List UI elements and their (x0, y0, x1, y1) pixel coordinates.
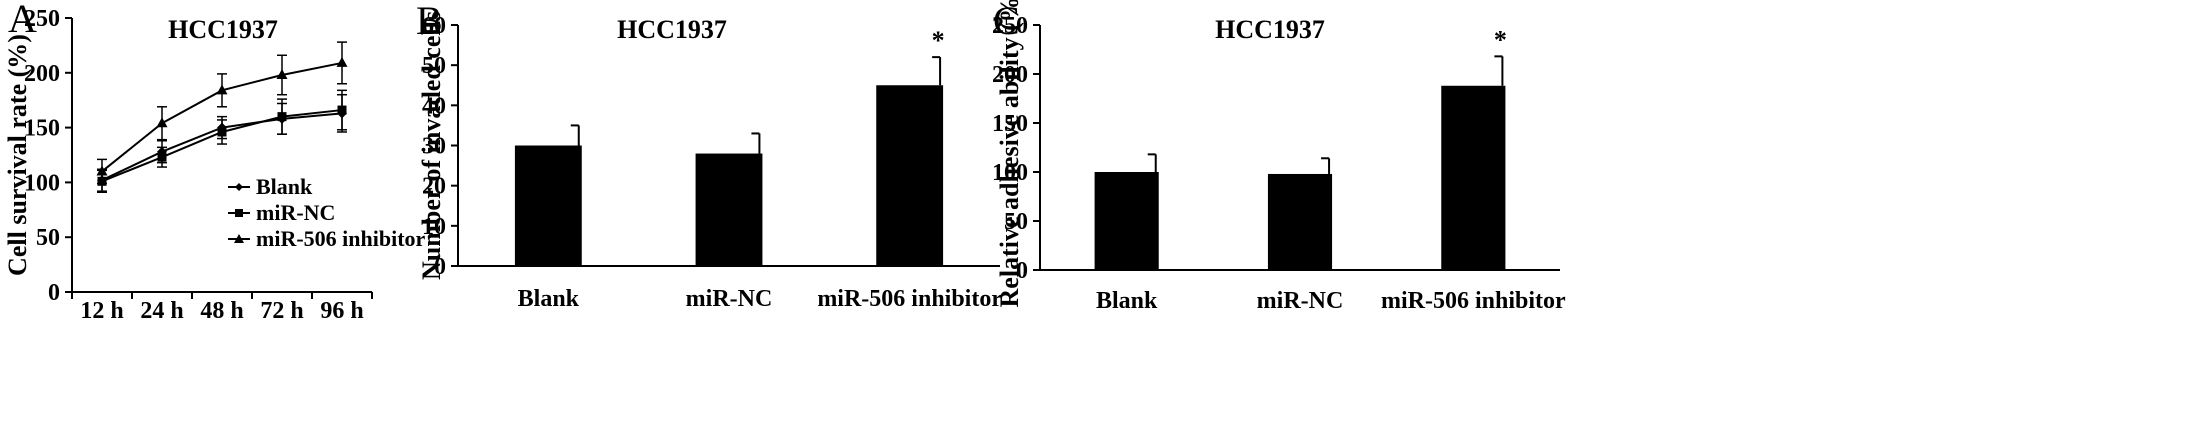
legend-marker-triangle (234, 234, 244, 243)
data-point-triangle (156, 117, 168, 128)
x-tick-label: 12 h (80, 298, 123, 324)
x-tick-label: 48 h (200, 298, 243, 324)
y-tick-label: 100 (24, 170, 60, 196)
legend-label: miR-NC (256, 200, 335, 225)
panel-letter: B (416, 0, 443, 43)
panel-a-line-chart: A HCC1937 Cell survival rate (%) 0 50 100 150 2… (3, 0, 426, 324)
y-tick-label: 150 (992, 111, 1028, 137)
y-tick-label: 50 (422, 53, 446, 79)
y-tick-label: 20 (422, 174, 446, 200)
legend-marker-square (235, 209, 243, 217)
y-tick-label: 150 (24, 116, 60, 142)
panel-letter: C (993, 0, 1020, 43)
y-tick-label: 50 (36, 225, 60, 251)
y-tick-label: 30 (422, 134, 446, 160)
y-axis-label: Relative adhesive ability (%) (995, 0, 1024, 307)
bar (876, 85, 944, 266)
x-tick-label: 24 h (140, 298, 183, 324)
legend-label: miR-506 inhibitor (256, 226, 426, 251)
significance-marker: * (932, 26, 945, 55)
data-point-square (157, 152, 167, 162)
y-axis-label: Number of invaded cells (417, 11, 446, 280)
y-tick-label: 50 (1004, 209, 1028, 235)
x-tick-label: miR-NC (1257, 288, 1344, 314)
y-tick-label: 100 (992, 160, 1028, 186)
x-tick-label: miR-506 inhibitor (817, 286, 1002, 312)
chart-title: HCC1937 (168, 15, 278, 44)
y-tick-label: 40 (422, 93, 446, 119)
y-tick-label: 60 (422, 13, 446, 39)
y-tick-label: 0 (1016, 258, 1028, 284)
chart-title: HCC1937 (1215, 15, 1325, 44)
x-tick-label: miR-NC (686, 286, 773, 312)
y-tick-label: 200 (24, 61, 60, 87)
bar (514, 145, 582, 266)
data-point-square (277, 112, 287, 122)
data-point-square (337, 105, 347, 115)
legend-label: Blank (256, 174, 313, 199)
data-point-triangle (216, 84, 228, 95)
significance-marker: * (1494, 25, 1507, 54)
bar (1441, 85, 1506, 270)
bar (695, 153, 763, 266)
data-point-triangle (336, 56, 348, 67)
x-tick-label: Blank (1096, 288, 1158, 314)
legend-marker-diamond (235, 183, 243, 191)
panel-c-bar-chart: C HCC1937 Relative adhesive ability (%)0 50… (992, 0, 1566, 314)
chart-title: HCC1937 (617, 15, 727, 44)
x-tick-label: Blank (518, 286, 580, 312)
bar (1267, 173, 1333, 270)
x-tick-label: 72 h (260, 298, 303, 324)
x-tick-label: 96 h (320, 298, 363, 324)
panel-letter: A (8, 0, 37, 41)
y-tick-label: 10 (422, 214, 446, 240)
y-tick-label: 0 (434, 254, 446, 280)
bar (1094, 172, 1159, 270)
data-point-triangle (96, 165, 108, 176)
y-tick-label: 200 (992, 62, 1028, 88)
data-point-square (217, 127, 227, 137)
y-tick-label: 250 (24, 6, 60, 32)
x-tick-label: miR-506 inhibitor (1381, 288, 1566, 314)
y-tick-label: 250 (992, 13, 1028, 39)
y-axis-label: Cell survival rate (%) (3, 34, 32, 276)
data-point-triangle (276, 68, 288, 79)
y-tick-label: 0 (48, 280, 60, 306)
